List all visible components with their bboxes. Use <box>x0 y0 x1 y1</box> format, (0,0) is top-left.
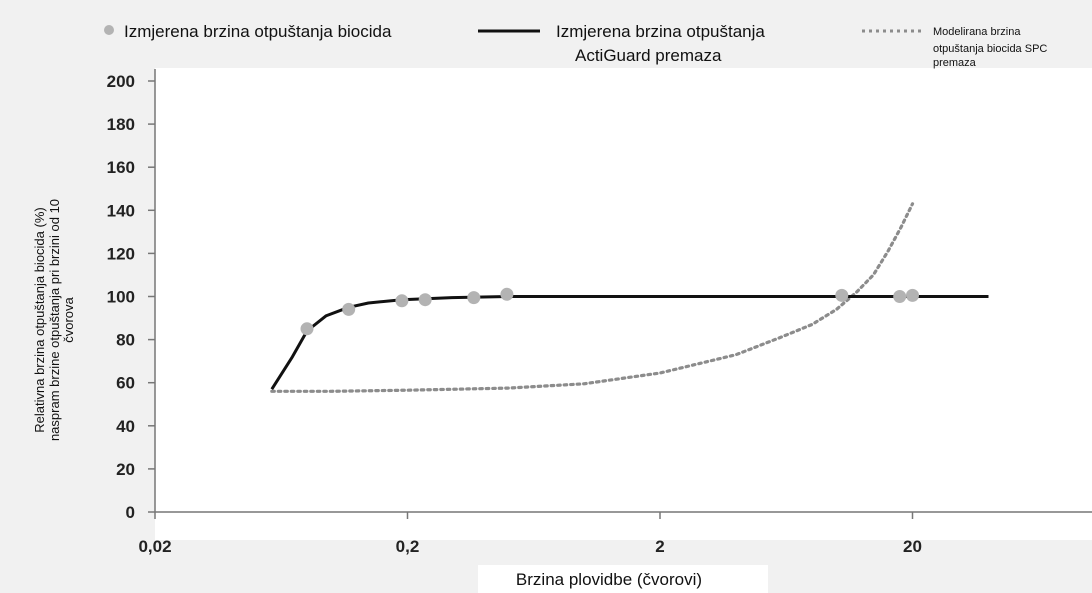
y-tick-label: 140 <box>107 201 135 220</box>
data-point-measured <box>906 288 919 302</box>
y-tick-label: 120 <box>107 244 135 263</box>
y-axis-title-line-2: naspram brzine otpuštanja pri brzini od … <box>47 199 62 441</box>
legend-label-spc-line-3: premaza <box>933 57 977 69</box>
y-tick-label: 20 <box>116 460 135 479</box>
legend-label-spc-line-2: otpuštanja biocida SPC <box>933 43 1047 55</box>
data-point-measured <box>300 322 314 336</box>
y-tick-label: 200 <box>107 72 135 91</box>
y-tick-label: 0 <box>126 503 135 522</box>
y-tick-label: 60 <box>116 374 135 393</box>
plot-area <box>155 68 1092 540</box>
data-point-measured <box>342 302 356 316</box>
x-axis-title: Brzina plovidbe (čvorovi) <box>516 570 702 589</box>
data-point-measured <box>835 288 849 302</box>
series-layer <box>270 202 989 393</box>
x-axis-title-box <box>478 565 768 593</box>
y-tick-label: 180 <box>107 115 135 134</box>
y-axis-title-line-1: Relativna brzina otpuštanja biocida (%) <box>32 207 47 432</box>
data-point-measured <box>418 293 432 307</box>
legend-label-actiguard-line-1: Izmjerena brzina otpuštanja <box>556 22 765 41</box>
legend: Izmjerena brzina otpuštanja biocida Izmj… <box>104 22 1047 69</box>
y-axis-title: Relativna brzina otpuštanja biocida (%) … <box>32 199 76 441</box>
x-tick-label: 0,2 <box>396 537 420 556</box>
x-tick-label: 20 <box>903 537 922 556</box>
legend-label-measured-points: Izmjerena brzina otpuštanja biocida <box>124 22 392 41</box>
data-point-measured <box>467 291 481 305</box>
y-tick-label: 80 <box>116 331 135 350</box>
axes: 0 20 40 60 80 100 120 140 160 180 200 0,02 0,2 2 20 <box>107 69 1092 556</box>
y-tick-label: 160 <box>107 158 135 177</box>
data-point-measured <box>395 294 409 308</box>
legend-label-spc-line-1: Modelirana brzina <box>933 26 1021 38</box>
data-point-measured <box>893 290 907 303</box>
x-tick-label: 0,02 <box>138 537 171 556</box>
y-tick-label: 100 <box>107 288 135 307</box>
series-line-spc-model <box>270 202 915 393</box>
data-point-measured <box>500 287 514 301</box>
legend-label-actiguard-line-2: ActiGuard premaza <box>575 46 722 65</box>
legend-marker-measured-points <box>104 25 114 35</box>
x-tick-label: 2 <box>655 537 664 556</box>
y-axis-title-line-3: čvorova <box>61 296 76 342</box>
y-tick-label: 40 <box>116 417 135 436</box>
